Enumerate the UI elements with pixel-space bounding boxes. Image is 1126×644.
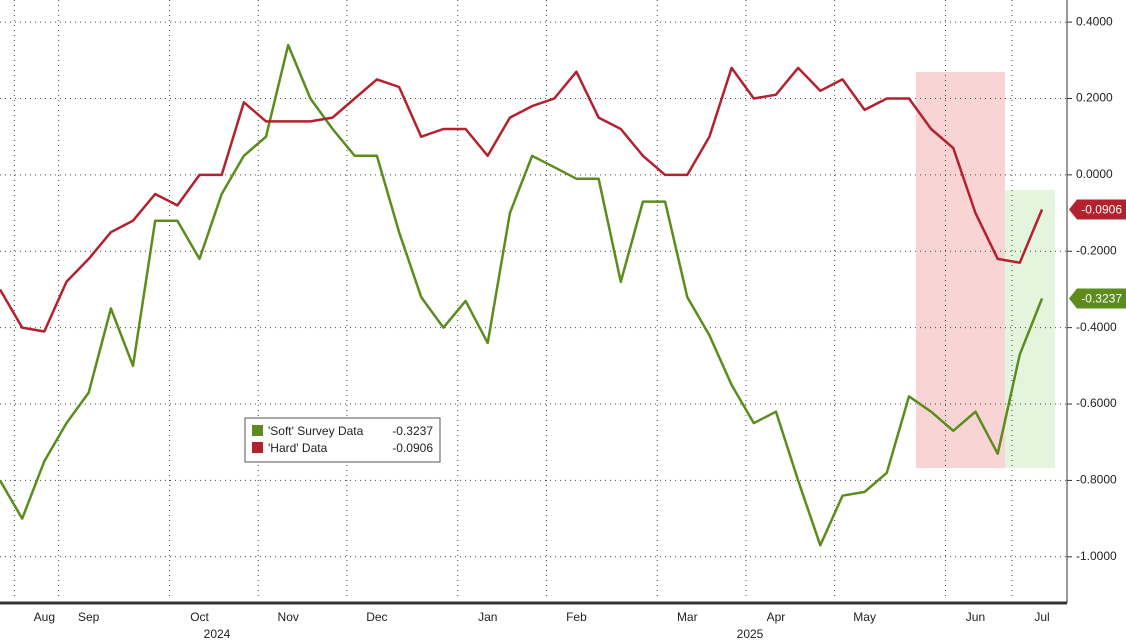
- series-line: [0, 43, 1044, 547]
- x-tick-label: Jul: [1034, 610, 1049, 624]
- x-tick-label: May: [853, 610, 876, 624]
- y-tick-label: -0.8000: [1076, 473, 1117, 487]
- x-tick-label: Feb: [566, 610, 587, 624]
- y-tick-label: -0.2000: [1076, 243, 1117, 257]
- last-value-label: -0.0906: [1081, 203, 1122, 217]
- legend-box: [244, 417, 441, 463]
- x-tick-label: Sep: [78, 610, 100, 624]
- y-tick-label: -0.6000: [1076, 396, 1117, 410]
- y-tick-label: 0.2000: [1076, 91, 1113, 105]
- x-tick-label: Aug: [34, 610, 55, 624]
- y-tick-label: 0.4000: [1076, 14, 1113, 28]
- last-value-tag: [1069, 288, 1126, 309]
- x-tick-label: Oct: [190, 610, 209, 624]
- y-tick-label: -0.4000: [1076, 320, 1117, 334]
- x-tick-label: Apr: [767, 610, 786, 624]
- y-tick-label: 0.0000: [1076, 167, 1113, 181]
- legend-value: -0.0906: [392, 441, 433, 455]
- legend-swatch: [252, 442, 263, 453]
- year-label: 2025: [737, 627, 764, 641]
- last-value-label: -0.3237: [1081, 292, 1122, 306]
- legend-value: -0.3237: [392, 424, 433, 438]
- legend: 'Soft' Survey Data -0.3237 'Hard' Data -…: [244, 417, 441, 463]
- series-line: [0, 66, 1044, 333]
- highlight-red: [916, 72, 1005, 468]
- x-tick-label: Mar: [677, 610, 698, 624]
- x-tick-label: Nov: [278, 610, 299, 624]
- y-tick-label: -1.0000: [1076, 549, 1117, 563]
- legend-swatch: [252, 425, 263, 436]
- legend-label: 'Hard' Data: [268, 441, 328, 455]
- x-tick-label: Dec: [366, 610, 387, 624]
- legend-label: 'Soft' Survey Data: [268, 424, 364, 438]
- last-value-tag: [1069, 199, 1126, 220]
- x-tick-label: Jan: [478, 610, 497, 624]
- year-label: 2024: [204, 627, 231, 641]
- x-tick-label: Jun: [966, 610, 985, 624]
